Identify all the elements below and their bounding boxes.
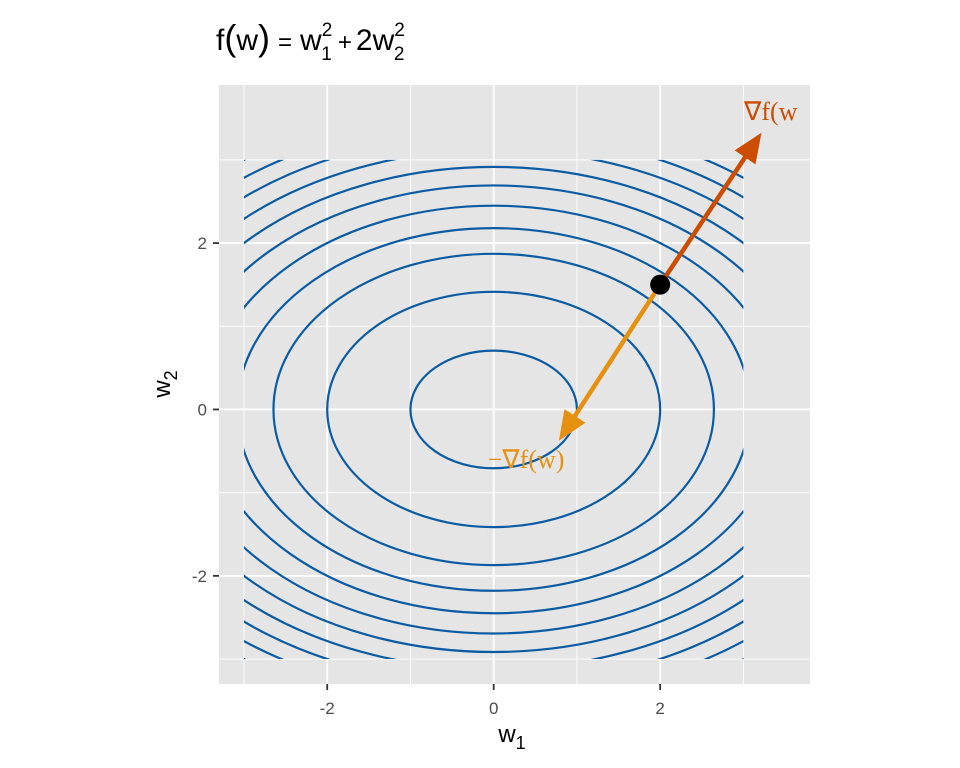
gradient-arrow-head — [734, 132, 762, 165]
y-tick-label: 0 — [198, 400, 207, 419]
gradient-arrow-shaft — [658, 155, 748, 286]
contour-line — [272, 252, 716, 567]
grid-minor — [219, 85, 810, 684]
x-tick-label: -2 — [320, 699, 335, 718]
gradient-label: ∇f(w — [743, 97, 798, 126]
contour-line — [243, 204, 744, 615]
y-axis-title: w2 — [149, 370, 181, 398]
x-tick-label: 0 — [489, 699, 498, 718]
contour-line — [243, 184, 744, 635]
x-tick-label: 2 — [655, 699, 664, 718]
neg-gradient-arrow-head — [558, 409, 586, 441]
chart-title: f(w) = w2 1 +2w2 2 — [216, 17, 405, 65]
axis-ticks: -2 0 2 -2 0 2 — [192, 234, 665, 718]
contour-line — [243, 165, 744, 654]
gradient-arrows — [558, 132, 762, 441]
contour-group — [243, 159, 744, 660]
y-tick-label: 2 — [198, 234, 207, 253]
y-tick-label: -2 — [192, 567, 207, 586]
current-point — [650, 274, 671, 295]
contour-line — [243, 227, 744, 592]
x-axis-title: w1 — [497, 721, 525, 753]
neg-gradient-arrow-shaft — [572, 283, 663, 418]
grid-major — [219, 85, 810, 684]
contour-lines — [243, 159, 744, 660]
plot-panel — [219, 85, 810, 684]
neg-gradient-label: −∇f(w) — [488, 445, 565, 474]
contour-line — [326, 290, 662, 529]
